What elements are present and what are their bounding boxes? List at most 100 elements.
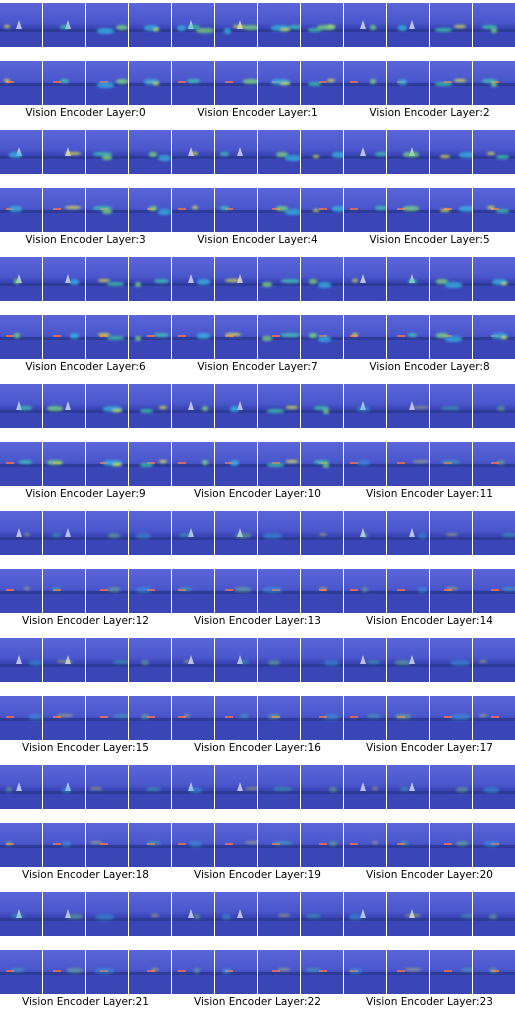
heatmap-frame: [258, 130, 300, 174]
heatmap-strip-bottom: [172, 950, 343, 994]
heatmap-frame: [430, 765, 472, 809]
heatmap-frame: [430, 315, 472, 359]
heatmap-frame: [86, 696, 128, 740]
heatmap-frame: [129, 892, 171, 936]
heatmap-strip-bottom: [344, 569, 515, 613]
heatmap-strip-bottom: [172, 61, 343, 105]
heatmap-frame: [43, 188, 85, 232]
heatmap-frame: [0, 765, 42, 809]
heatmap-strip-bottom: [344, 823, 515, 867]
heatmap-strip-bottom: [0, 188, 171, 232]
layer-caption: Vision Encoder Layer:11: [366, 488, 493, 500]
layer-panel: Vision Encoder Layer:8: [344, 254, 515, 381]
heatmap-frame: [258, 384, 300, 428]
heatmap-frame: [86, 130, 128, 174]
heatmap-frame: [473, 442, 515, 486]
heatmap-frame: [215, 511, 257, 555]
heatmap-frame: [215, 892, 257, 936]
heatmap-frame: [215, 765, 257, 809]
layer-panel: Vision Encoder Layer:10: [172, 381, 343, 508]
heatmap-frame: [258, 950, 300, 994]
layer-caption: Vision Encoder Layer:20: [366, 869, 493, 881]
heatmap-frame: [129, 569, 171, 613]
heatmap-frame: [215, 257, 257, 301]
heatmap-strip-bottom: [0, 315, 171, 359]
heatmap-frame: [344, 823, 386, 867]
layer-caption: Vision Encoder Layer:3: [25, 234, 146, 246]
heatmap-strip-top: [344, 511, 515, 555]
layer-caption: Vision Encoder Layer:12: [22, 615, 149, 627]
heatmap-frame: [430, 638, 472, 682]
heatmap-frame: [129, 188, 171, 232]
heatmap-frame: [387, 765, 429, 809]
heatmap-strip-bottom: [172, 188, 343, 232]
heatmap-frame: [43, 765, 85, 809]
heatmap-frame: [172, 384, 214, 428]
layer-caption: Vision Encoder Layer:23: [366, 996, 493, 1008]
heatmap-frame: [86, 569, 128, 613]
heatmap-frame: [344, 569, 386, 613]
heatmap-frame: [129, 765, 171, 809]
heatmap-frame: [344, 511, 386, 555]
heatmap-frame: [172, 511, 214, 555]
heatmap-frame: [43, 892, 85, 936]
heatmap-frame: [215, 569, 257, 613]
layer-caption: Vision Encoder Layer:8: [369, 361, 490, 373]
heatmap-frame: [258, 442, 300, 486]
heatmap-frame: [43, 950, 85, 994]
heatmap-strip-top: [172, 892, 343, 936]
heatmap-frame: [129, 384, 171, 428]
heatmap-frame: [0, 569, 42, 613]
layer-panel: Vision Encoder Layer:16: [172, 635, 343, 762]
heatmap-frame: [473, 696, 515, 740]
heatmap-frame: [258, 892, 300, 936]
heatmap-frame: [0, 130, 42, 174]
layer-panel: Vision Encoder Layer:6: [0, 254, 171, 381]
heatmap-frame: [129, 130, 171, 174]
heatmap-frame: [129, 823, 171, 867]
heatmap-frame: [301, 3, 343, 47]
heatmap-frame: [86, 315, 128, 359]
heatmap-strip-bottom: [172, 823, 343, 867]
heatmap-frame: [387, 130, 429, 174]
heatmap-frame: [172, 3, 214, 47]
heatmap-frame: [387, 569, 429, 613]
heatmap-frame: [258, 315, 300, 359]
heatmap-frame: [301, 384, 343, 428]
heatmap-strip-top: [172, 257, 343, 301]
layer-caption: Vision Encoder Layer:9: [25, 488, 146, 500]
heatmap-strip-bottom: [344, 950, 515, 994]
heatmap-strip-top: [172, 384, 343, 428]
heatmap-frame: [430, 3, 472, 47]
layer-caption: Vision Encoder Layer:10: [194, 488, 321, 500]
heatmap-frame: [0, 315, 42, 359]
heatmap-frame: [301, 130, 343, 174]
heatmap-strip-bottom: [344, 188, 515, 232]
heatmap-strip-bottom: [0, 950, 171, 994]
heatmap-frame: [258, 765, 300, 809]
layer-caption: Vision Encoder Layer:22: [194, 996, 321, 1008]
heatmap-strip-top: [344, 384, 515, 428]
heatmap-frame: [473, 823, 515, 867]
heatmap-frame: [258, 696, 300, 740]
heatmap-frame: [86, 3, 128, 47]
layer-caption: Vision Encoder Layer:17: [366, 742, 493, 754]
layer-caption: Vision Encoder Layer:18: [22, 869, 149, 881]
heatmap-frame: [0, 892, 42, 936]
heatmap-strip-bottom: [172, 696, 343, 740]
layer-panel: Vision Encoder Layer:23: [344, 889, 515, 1016]
heatmap-frame: [387, 315, 429, 359]
heatmap-frame: [473, 765, 515, 809]
heatmap-strip-top: [0, 892, 171, 936]
heatmap-frame: [430, 442, 472, 486]
heatmap-frame: [86, 823, 128, 867]
heatmap-frame: [215, 950, 257, 994]
heatmap-frame: [387, 823, 429, 867]
heatmap-strip-top: [344, 130, 515, 174]
heatmap-frame: [215, 442, 257, 486]
heatmap-frame: [172, 765, 214, 809]
heatmap-strip-top: [344, 3, 515, 47]
heatmap-frame: [86, 257, 128, 301]
heatmap-strip-top: [0, 511, 171, 555]
heatmap-frame: [43, 823, 85, 867]
